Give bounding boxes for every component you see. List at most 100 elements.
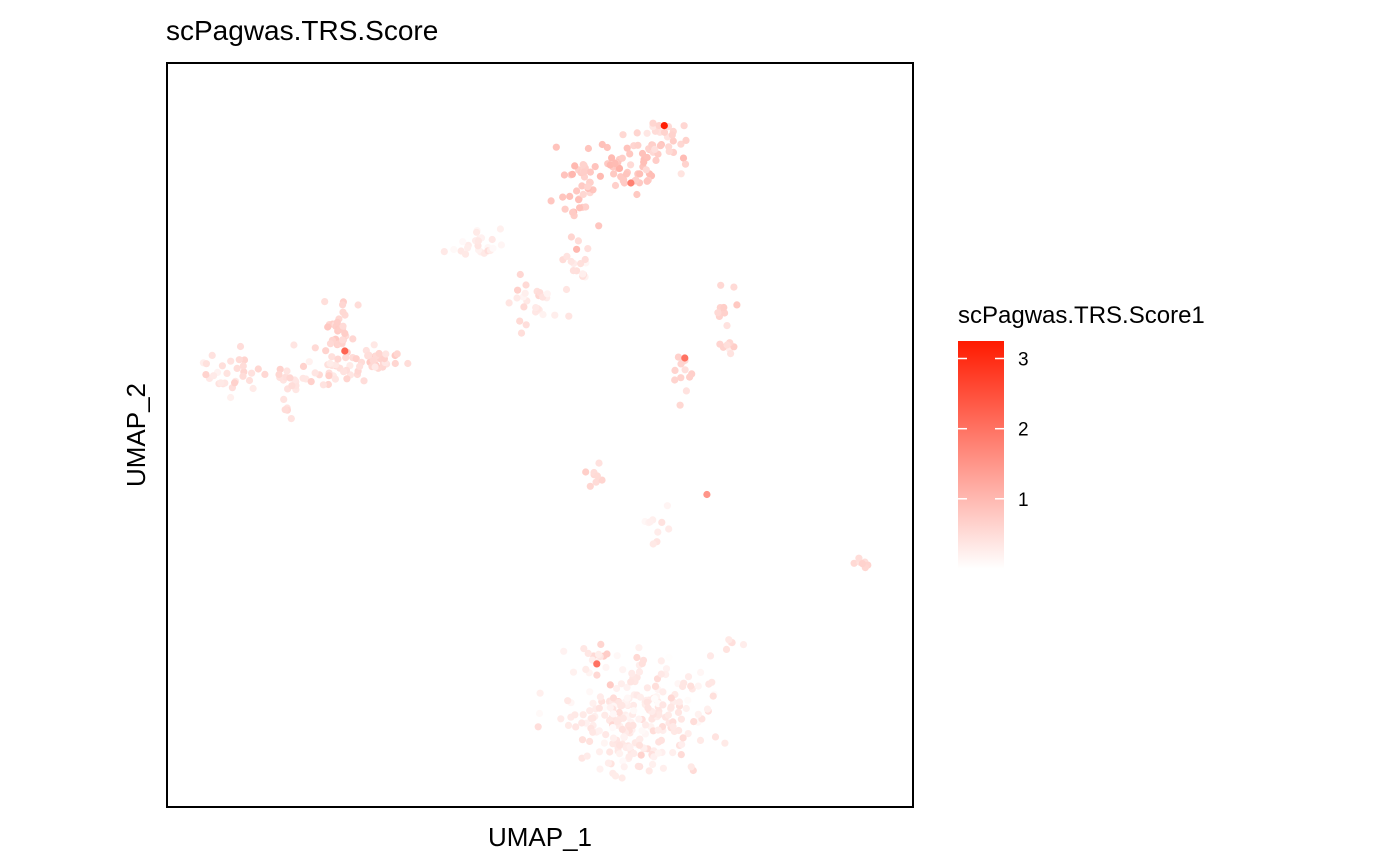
- cell-point: [208, 351, 216, 359]
- cell-point: [576, 204, 584, 212]
- cell-point: [578, 719, 586, 727]
- cell-point: [564, 697, 572, 705]
- cell-point: [650, 695, 659, 703]
- cell-point: [604, 759, 613, 767]
- cell-point: [497, 241, 505, 249]
- cell-point: [633, 129, 641, 137]
- cell-point: [564, 721, 573, 730]
- cell-point: [249, 384, 257, 393]
- x-axis-label: UMAP_1: [488, 822, 592, 852]
- cell-point: [627, 161, 635, 169]
- cell-point: [341, 329, 349, 337]
- cell-point: [855, 554, 863, 562]
- cell-point: [573, 187, 581, 195]
- cell-point: [597, 640, 605, 649]
- cell-point: [654, 726, 662, 734]
- cell-point: [307, 378, 315, 386]
- cell-point: [634, 762, 642, 770]
- cell-point: [461, 250, 470, 258]
- cell-point: [649, 760, 657, 769]
- legend-tick-label: 1: [1018, 490, 1029, 511]
- cell-point: [608, 154, 616, 162]
- cell-point: [658, 518, 666, 527]
- cell-point: [569, 208, 577, 216]
- cell-point: [567, 257, 575, 266]
- cell-point: [628, 669, 636, 678]
- cell-point: [626, 743, 634, 751]
- cell-point: [609, 724, 617, 732]
- cell-point: [667, 703, 675, 711]
- cell-point: [622, 170, 631, 178]
- cell-point: [360, 377, 368, 385]
- cell-point: [684, 696, 692, 704]
- cell-point: [375, 349, 383, 358]
- cell-point: [473, 228, 481, 236]
- cell-point: [217, 379, 225, 387]
- cell-point: [505, 299, 513, 307]
- cell-point: [565, 312, 573, 320]
- cell-point: [620, 179, 629, 187]
- cell-point: [601, 711, 609, 719]
- cell-point: [633, 190, 641, 199]
- cell-point: [655, 122, 663, 130]
- cell-point: [370, 341, 378, 349]
- cell-point: [572, 723, 580, 731]
- cell-point: [592, 478, 600, 486]
- cell-point: [659, 688, 667, 696]
- cell-point: [581, 255, 589, 264]
- cell-point: [651, 145, 659, 153]
- cell-point: [652, 156, 660, 164]
- cell-point: [571, 711, 579, 719]
- cell-point: [675, 698, 684, 706]
- cell-point: [697, 668, 705, 677]
- cell-point: [283, 367, 291, 375]
- cell-point: [616, 750, 624, 758]
- cell-point: [543, 290, 551, 298]
- cell-point: [721, 309, 729, 317]
- cell-point: [488, 235, 496, 244]
- cell-point: [517, 329, 526, 337]
- cell-point: [677, 715, 686, 723]
- cell-point: [227, 357, 235, 365]
- cell-point: [521, 289, 529, 297]
- cell-point: [280, 395, 288, 403]
- cell-point: [299, 362, 308, 370]
- cell-point: [629, 701, 638, 709]
- cell-point: [613, 717, 622, 726]
- cell-point: [489, 244, 497, 252]
- cell-point: [596, 765, 604, 773]
- cell-point: [261, 370, 269, 378]
- cell-point: [706, 652, 715, 660]
- cell-point: [338, 336, 347, 344]
- cell-point: [730, 283, 738, 291]
- cell-point: [649, 540, 657, 548]
- cell-point: [610, 170, 618, 178]
- cell-point: [611, 772, 620, 780]
- cell-point: [657, 657, 665, 665]
- cell-point: [598, 476, 606, 484]
- cell-point: [393, 350, 401, 358]
- cell-point: [677, 140, 685, 148]
- cell-point: [682, 704, 690, 713]
- cell-point: [536, 689, 544, 697]
- scatter-points: [199, 119, 872, 782]
- cell-point: [573, 245, 581, 253]
- cell-point: [595, 650, 603, 659]
- cell-point: [694, 682, 702, 690]
- cell-point: [326, 359, 334, 368]
- cell-point: [535, 709, 544, 718]
- cell-point: [223, 369, 231, 377]
- cell-point: [440, 248, 448, 256]
- cell-point: [687, 682, 695, 690]
- cell-point: [339, 322, 347, 330]
- cell-point: [684, 673, 693, 681]
- cell-point: [623, 683, 631, 692]
- y-axis-label: UMAP_2: [121, 383, 151, 487]
- cell-point: [725, 636, 733, 644]
- cell-point: [240, 356, 249, 364]
- cell-point: [643, 129, 651, 137]
- cell-point: [578, 182, 586, 190]
- cell-point: [677, 360, 685, 368]
- cell-point: [660, 128, 669, 136]
- cell-point: [568, 170, 577, 178]
